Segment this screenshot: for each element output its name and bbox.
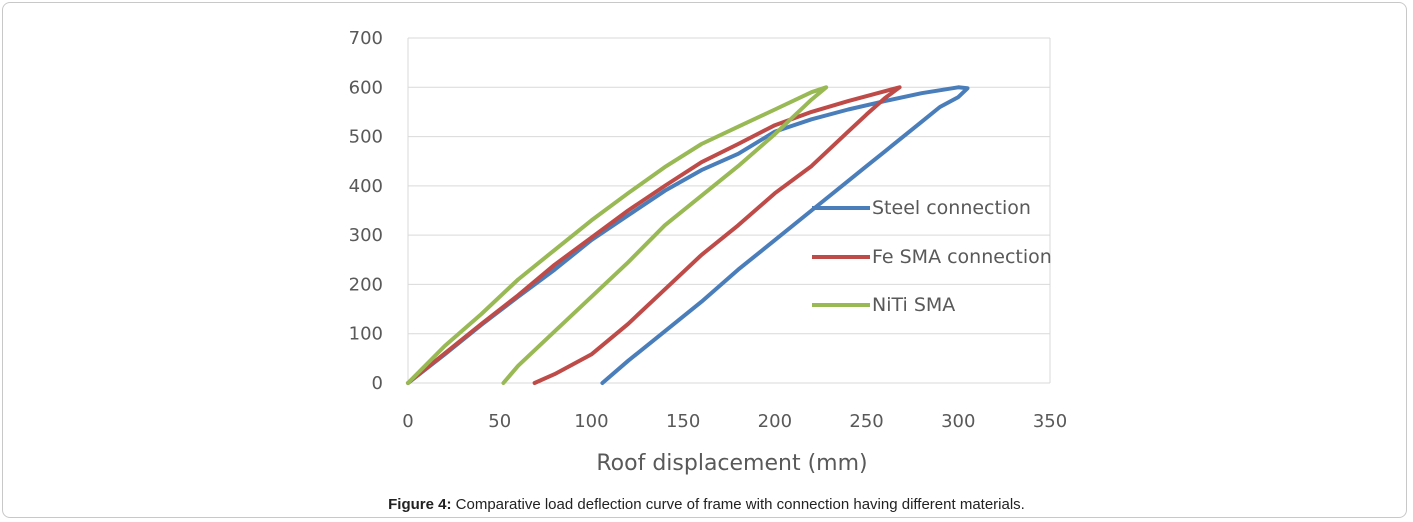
y-tick-label: 700 bbox=[349, 28, 383, 49]
x-tick-labels: 0 50 100 150 200 250 300 350 bbox=[402, 411, 1067, 432]
y-tick-label: 0 bbox=[372, 373, 383, 394]
figure-caption: Figure 4: Comparative load deflection cu… bbox=[0, 496, 1413, 513]
series-line-1 bbox=[406, 85, 970, 385]
caption-label: Figure 4: bbox=[388, 496, 452, 513]
y-tick-labels: 0 100 200 300 400 500 600 700 bbox=[349, 28, 383, 394]
legend: Steel connection Fe SMA connection NiTi SM… bbox=[812, 197, 1052, 316]
x-tick-label: 150 bbox=[666, 411, 700, 432]
series-line-2 bbox=[406, 85, 902, 385]
legend-label-2: Fe SMA connection bbox=[872, 246, 1052, 268]
caption-text: Comparative load deflection curve of fra… bbox=[451, 496, 1025, 513]
series-line-3 bbox=[406, 85, 829, 385]
y-tick-label: 300 bbox=[349, 225, 383, 246]
x-tick-label: 300 bbox=[941, 411, 975, 432]
x-tick-label: 350 bbox=[1033, 411, 1067, 432]
x-tick-label: 200 bbox=[758, 411, 792, 432]
series-group bbox=[406, 85, 970, 385]
x-axis-title: Roof displacement (mm) bbox=[596, 451, 867, 476]
y-tick-label: 400 bbox=[349, 176, 383, 197]
y-tick-label: 600 bbox=[349, 77, 383, 98]
y-tick-label: 200 bbox=[349, 274, 383, 295]
x-tick-label: 250 bbox=[849, 411, 883, 432]
gridlines bbox=[407, 37, 1051, 384]
load-deflection-chart: 0 100 200 300 400 500 600 700 0 50 100 150 200 250 30… bbox=[349, 28, 1068, 476]
x-tick-label: 50 bbox=[488, 411, 511, 432]
y-tick-label: 500 bbox=[349, 127, 383, 148]
x-tick-label: 100 bbox=[574, 411, 608, 432]
legend-label-3: NiTi SMA bbox=[872, 294, 955, 316]
y-tick-label: 100 bbox=[349, 324, 383, 345]
x-tick-label: 0 bbox=[402, 411, 413, 432]
legend-label-1: Steel connection bbox=[872, 197, 1031, 219]
